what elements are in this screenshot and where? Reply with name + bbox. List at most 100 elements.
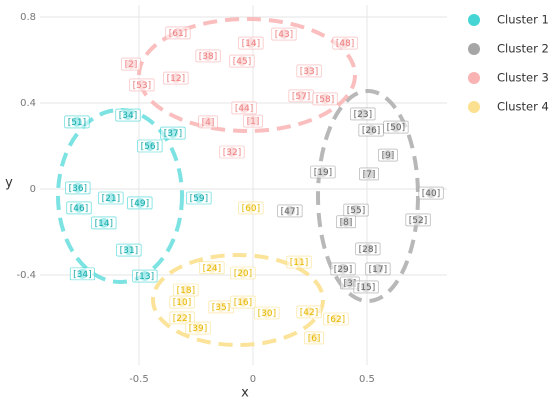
point-label: [60] xyxy=(242,204,260,214)
label-box xyxy=(230,266,256,280)
point-label: [22] xyxy=(173,314,191,324)
label-box xyxy=(296,305,322,319)
label-box xyxy=(336,215,356,229)
point-label: [61] xyxy=(169,29,187,39)
label-box xyxy=(127,196,153,210)
label-box xyxy=(418,186,444,200)
point-label: [14] xyxy=(95,219,113,229)
label-box xyxy=(312,92,338,106)
label-box xyxy=(343,203,369,217)
label-box xyxy=(277,204,303,218)
legend-label: Cluster 2 xyxy=(497,42,549,56)
legend-symbol xyxy=(468,72,480,84)
label-box xyxy=(65,181,91,195)
label-box xyxy=(186,191,212,205)
cluster-ellipse xyxy=(137,17,357,133)
label-box xyxy=(195,49,221,63)
label-box xyxy=(137,139,163,153)
point-label: [33] xyxy=(300,67,318,77)
point-label: [34] xyxy=(73,270,91,280)
label-box xyxy=(353,280,379,294)
label-box xyxy=(254,306,280,320)
y-axis-title: y xyxy=(5,176,13,191)
cluster-ellipse xyxy=(316,89,420,303)
label-box xyxy=(219,145,245,159)
point-label: [47] xyxy=(281,207,299,217)
label-box xyxy=(66,201,92,215)
point-label: [16] xyxy=(234,298,252,308)
point-label: [31] xyxy=(120,246,138,256)
point-label: [40] xyxy=(422,189,440,199)
x-axis-title: x xyxy=(241,386,249,401)
point-label: [28] xyxy=(359,245,377,255)
point-label: [29] xyxy=(334,265,352,275)
point-label: [2] xyxy=(125,60,138,70)
label-box xyxy=(355,242,381,256)
label-box xyxy=(116,243,142,257)
label-box xyxy=(350,107,376,121)
label-box xyxy=(243,114,263,128)
label-box xyxy=(121,57,141,71)
cluster-ellipse xyxy=(56,108,184,284)
label-box xyxy=(229,54,255,68)
cluster-ellipses xyxy=(56,17,420,347)
point-label: [9] xyxy=(382,151,395,161)
point-label: [59] xyxy=(190,194,208,204)
label-box xyxy=(359,167,379,181)
label-box xyxy=(199,261,225,275)
legend-label: Cluster 1 xyxy=(497,13,549,27)
point-label: [15] xyxy=(357,283,375,293)
label-box xyxy=(198,115,218,129)
point-label: [24] xyxy=(203,264,221,274)
point-label: [50] xyxy=(387,123,405,133)
label-box xyxy=(310,165,336,179)
label-box xyxy=(129,78,155,92)
point-label: [51] xyxy=(68,118,86,128)
point-label: [19] xyxy=(314,168,332,178)
point-label: [32] xyxy=(223,148,241,158)
label-box xyxy=(163,71,189,85)
label-box xyxy=(238,36,264,50)
label-box xyxy=(323,312,349,326)
point-label: [3] xyxy=(343,279,356,289)
x-tick-label: -0.5 xyxy=(129,374,149,385)
y-tick-label: -0.4 xyxy=(16,270,36,281)
label-box xyxy=(160,126,186,140)
legend-symbol xyxy=(468,43,480,55)
label-box xyxy=(91,216,117,230)
point-label: [48] xyxy=(336,39,354,49)
point-label: [23] xyxy=(354,110,372,120)
point-label: [4] xyxy=(202,118,215,128)
point-label: [35] xyxy=(212,303,230,313)
label-box xyxy=(115,108,141,122)
y-tick-label: 0 xyxy=(30,184,36,195)
point-label: [8] xyxy=(340,218,353,228)
y-tick-label: 0.8 xyxy=(20,12,36,23)
point-label: [34] xyxy=(119,111,137,121)
label-box xyxy=(378,148,398,162)
point-label: [55] xyxy=(347,206,365,216)
point-label: [37] xyxy=(164,129,182,139)
point-label: [7] xyxy=(363,170,376,180)
label-box xyxy=(132,269,158,283)
x-tick-label: 0 xyxy=(250,374,256,385)
point-label: [21] xyxy=(102,194,120,204)
label-box xyxy=(405,213,431,227)
label-box xyxy=(358,123,384,137)
point-label: [53] xyxy=(133,81,151,91)
legend-label: Cluster 3 xyxy=(497,71,549,85)
point-label: [6] xyxy=(308,334,321,344)
point-label: [13] xyxy=(136,272,154,282)
point-label: [52] xyxy=(409,216,427,226)
point-label: [46] xyxy=(70,204,88,214)
point-label: [45] xyxy=(233,57,251,67)
label-box xyxy=(169,311,195,325)
legend-symbol xyxy=(468,101,480,113)
point-label: [11] xyxy=(290,258,308,268)
label-box xyxy=(238,201,264,215)
label-box xyxy=(271,27,297,41)
label-box xyxy=(165,26,191,40)
point-label: [44] xyxy=(235,104,253,114)
point-label: [43] xyxy=(275,30,293,40)
label-box xyxy=(231,101,257,115)
